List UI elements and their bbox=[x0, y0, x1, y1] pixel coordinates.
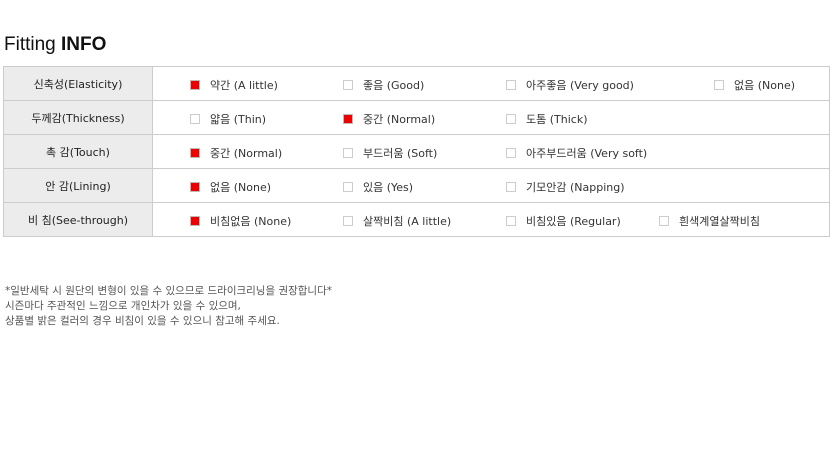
table-row: 신축성(Elasticity) 약간 (A little) 좋음 (Good) 아주좋… bbox=[3, 66, 830, 101]
option-label: 있음 (Yes) bbox=[363, 181, 414, 194]
unchecked-box-icon[interactable] bbox=[190, 114, 200, 124]
option[interactable]: 얇음 (Thin) bbox=[190, 111, 266, 127]
row-options: 없음 (None) 있음 (Yes) 기모안감 (Napping) bbox=[152, 168, 830, 203]
unchecked-box-icon[interactable] bbox=[506, 114, 516, 124]
table-row: 비 침(See-through) 비침없음 (None) 살짝비침 (A littl… bbox=[3, 202, 830, 237]
checked-box-icon[interactable] bbox=[190, 80, 200, 90]
checked-box-icon[interactable] bbox=[190, 182, 200, 192]
unchecked-box-icon[interactable] bbox=[506, 182, 516, 192]
option-label: 약간 (A little) bbox=[210, 79, 278, 92]
note-line: 상품별 밝은 컬러의 경우 비침이 있을 수 있으니 참고해 주세요. bbox=[5, 315, 280, 327]
option-label: 흰색계열살짝비침 bbox=[679, 215, 760, 228]
row-label: 비 침(See-through) bbox=[3, 202, 153, 237]
unchecked-box-icon[interactable] bbox=[506, 80, 516, 90]
option[interactable]: 중간 (Normal) bbox=[190, 145, 282, 161]
unchecked-box-icon[interactable] bbox=[343, 148, 353, 158]
unchecked-box-icon[interactable] bbox=[506, 216, 516, 226]
care-notes: *일반세탁 시 원단의 변형이 있을 수 있으므로 드라이크리닝을 권장합니다*… bbox=[5, 284, 332, 329]
option[interactable]: 살짝비침 (A little) bbox=[343, 213, 451, 229]
option[interactable]: 기모안감 (Napping) bbox=[506, 179, 625, 195]
option[interactable]: 있음 (Yes) bbox=[343, 179, 413, 195]
row-options: 비침없음 (None) 살짝비침 (A little) 비침있음 (Regular)… bbox=[152, 202, 830, 237]
unchecked-box-icon[interactable] bbox=[343, 80, 353, 90]
option-label: 부드러움 (Soft) bbox=[363, 147, 438, 160]
option[interactable]: 없음 (None) bbox=[714, 77, 795, 93]
option-label: 중간 (Normal) bbox=[210, 147, 283, 160]
option[interactable]: 아주좋음 (Very good) bbox=[506, 77, 634, 93]
checked-box-icon[interactable] bbox=[190, 216, 200, 226]
option[interactable]: 부드러움 (Soft) bbox=[343, 145, 437, 161]
option-label: 없음 (None) bbox=[734, 79, 796, 92]
option[interactable]: 없음 (None) bbox=[190, 179, 271, 195]
row-options: 얇음 (Thin) 중간 (Normal) 도톰 (Thick) bbox=[152, 100, 830, 135]
note-line: *일반세탁 시 원단의 변형이 있을 수 있으므로 드라이크리닝을 권장합니다* bbox=[5, 285, 332, 297]
checked-box-icon[interactable] bbox=[343, 114, 353, 124]
unchecked-box-icon[interactable] bbox=[659, 216, 669, 226]
option-label: 얇음 (Thin) bbox=[210, 113, 267, 126]
option-label: 중간 (Normal) bbox=[363, 113, 436, 126]
row-options: 중간 (Normal) 부드러움 (Soft) 아주부드러움 (Very soft) bbox=[152, 134, 830, 169]
option[interactable]: 비침있음 (Regular) bbox=[506, 213, 621, 229]
option-label: 없음 (None) bbox=[210, 181, 272, 194]
fitting-info-table: 신축성(Elasticity) 약간 (A little) 좋음 (Good) 아주좋… bbox=[3, 66, 830, 237]
option[interactable]: 좋음 (Good) bbox=[343, 77, 424, 93]
row-label: 신축성(Elasticity) bbox=[3, 66, 153, 101]
option-label: 아주부드러움 (Very soft) bbox=[526, 147, 648, 160]
table-row: 촉 감(Touch) 중간 (Normal) 부드러움 (Soft) 아주부드러움 (… bbox=[3, 134, 830, 169]
option[interactable]: 흰색계열살짝비침 bbox=[659, 213, 760, 229]
page-title: Fitting INFO bbox=[4, 34, 107, 55]
option-label: 도톰 (Thick) bbox=[526, 113, 588, 126]
unchecked-box-icon[interactable] bbox=[343, 216, 353, 226]
option-label: 살짝비침 (A little) bbox=[363, 215, 452, 228]
option-label: 기모안감 (Napping) bbox=[526, 181, 625, 194]
table-row: 안 감(Lining) 없음 (None) 있음 (Yes) 기모안감 (Nappin… bbox=[3, 168, 830, 203]
row-label: 촉 감(Touch) bbox=[3, 134, 153, 169]
option[interactable]: 아주부드러움 (Very soft) bbox=[506, 145, 647, 161]
checked-box-icon[interactable] bbox=[190, 148, 200, 158]
option[interactable]: 약간 (A little) bbox=[190, 77, 278, 93]
note-line: 시즌마다 주관적인 느낌으로 개인차가 있을 수 있으며, bbox=[5, 300, 241, 312]
unchecked-box-icon[interactable] bbox=[714, 80, 724, 90]
option-label: 비침없음 (None) bbox=[210, 215, 292, 228]
option-label: 좋음 (Good) bbox=[363, 79, 425, 92]
option-label: 아주좋음 (Very good) bbox=[526, 79, 634, 92]
row-label: 안 감(Lining) bbox=[3, 168, 153, 203]
table-row: 두께감(Thickness) 얇음 (Thin) 중간 (Normal) 도톰 (Th… bbox=[3, 100, 830, 135]
unchecked-box-icon[interactable] bbox=[506, 148, 516, 158]
unchecked-box-icon[interactable] bbox=[343, 182, 353, 192]
option-label: 비침있음 (Regular) bbox=[526, 215, 621, 228]
option[interactable]: 도톰 (Thick) bbox=[506, 111, 588, 127]
row-label: 두께감(Thickness) bbox=[3, 100, 153, 135]
row-options: 약간 (A little) 좋음 (Good) 아주좋음 (Very good) 없음… bbox=[152, 66, 830, 101]
option[interactable]: 중간 (Normal) bbox=[343, 111, 435, 127]
option[interactable]: 비침없음 (None) bbox=[190, 213, 291, 229]
